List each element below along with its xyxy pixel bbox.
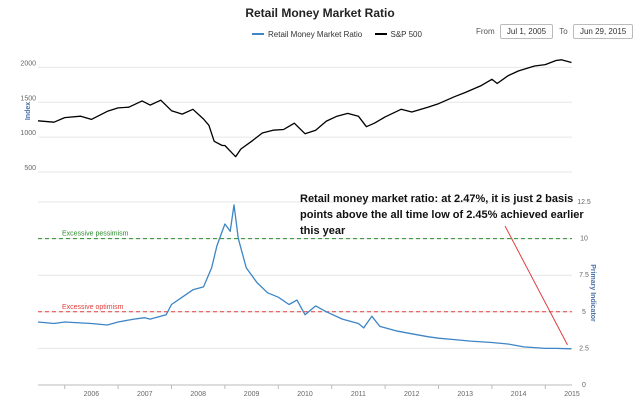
date-range-selector: From Jul 1, 2005 To Jun 29, 2015 — [472, 24, 634, 39]
lower-y-axis-title: Primary Indicator — [589, 264, 596, 322]
x-tick-label: 2013 — [457, 391, 473, 398]
series-line-ratio — [37, 204, 572, 350]
legend-line-icon — [374, 33, 387, 35]
legend: Retail Money Market Ratio S&P 500 — [252, 28, 432, 39]
lower-y-tick-label: 7.5 — [579, 272, 589, 279]
legend-item-sp500[interactable]: S&P 500 — [374, 29, 422, 39]
to-date-input[interactable]: Jun 29, 2015 — [572, 24, 634, 39]
annotation-arrow — [504, 225, 568, 346]
lower-y-tick-label: 10 — [580, 236, 588, 243]
x-tick-label: 2006 — [84, 391, 100, 398]
x-tick-label: 2009 — [244, 391, 260, 398]
lower-y-tick-label: 5 — [582, 309, 586, 316]
lower-y-tick-label: 2.5 — [579, 345, 589, 352]
upper-y-tick-label: 500 — [24, 165, 36, 172]
lower-y-tick-label: 12.5 — [577, 199, 591, 206]
legend-label-ratio: Retail Money Market Ratio — [268, 29, 363, 39]
x-tick-label: 2015 — [564, 391, 580, 398]
legend-label-sp500: S&P 500 — [390, 29, 422, 39]
lower-y-tick-label: 0 — [582, 382, 586, 389]
threshold-label: Excessive pessimism — [62, 231, 129, 238]
legend-line-icon — [252, 33, 264, 35]
upper-y-tick-label: 2000 — [20, 60, 36, 67]
upper-y-axis-title: Index — [25, 102, 32, 120]
x-tick-label: 2014 — [511, 391, 527, 398]
upper-y-tick-label: 1500 — [20, 95, 36, 102]
series-line-sp500 — [37, 59, 572, 158]
x-tick-label: 2010 — [297, 391, 313, 398]
x-tick-label: 2007 — [137, 391, 153, 398]
from-date-input[interactable]: Jul 1, 2005 — [499, 24, 554, 39]
legend-item-ratio[interactable]: Retail Money Market Ratio — [252, 30, 362, 39]
x-tick-label: 2012 — [404, 391, 420, 398]
upper-y-tick-label: 1000 — [20, 130, 36, 137]
to-label: To — [559, 27, 568, 36]
threshold-label: Excessive optimism — [62, 304, 124, 311]
x-tick-label: 2008 — [190, 391, 206, 398]
chart-title: Retail Money Market Ratio — [245, 6, 395, 20]
x-tick-label: 2011 — [351, 391, 366, 398]
from-label: From — [476, 27, 495, 36]
annotation-text: Retail money market ratio: at 2.47%, it … — [300, 193, 584, 237]
